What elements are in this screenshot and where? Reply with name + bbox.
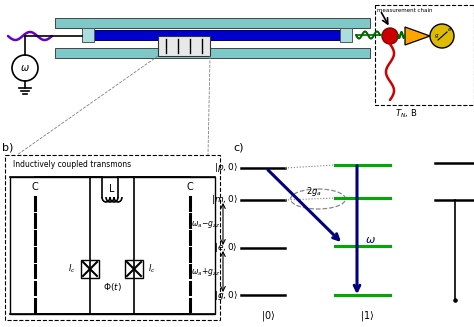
Text: $\omega_a\!+\!g_{zz}$: $\omega_a\!+\!g_{zz}$ (191, 266, 220, 278)
Text: C: C (187, 182, 193, 192)
Bar (55, 48, 370, 58)
Text: $|0\rangle$: $|0\rangle$ (261, 309, 275, 323)
Bar (88, 30, 345, 40)
Bar (158, 36, 210, 56)
Bar (82, 28, 94, 42)
Text: Inductively coupled transmons: Inductively coupled transmons (13, 160, 131, 169)
Bar (5, 155, 220, 320)
Text: g: g (435, 33, 439, 38)
Text: L: L (109, 184, 115, 194)
Text: $\omega_a\!-\!g_{zz}$: $\omega_a\!-\!g_{zz}$ (191, 218, 220, 230)
Text: $|g,0\rangle$: $|g,0\rangle$ (214, 288, 238, 301)
Text: $|1\rangle$: $|1\rangle$ (360, 309, 375, 323)
Text: $2g_a$: $2g_a$ (306, 184, 322, 198)
Bar (340, 28, 352, 42)
Circle shape (430, 24, 454, 48)
Text: $|e,0\rangle$: $|e,0\rangle$ (214, 242, 238, 254)
Text: $T_N$, B: $T_N$, B (395, 108, 417, 121)
Text: $\omega$: $\omega$ (365, 235, 376, 245)
Text: $I_c$: $I_c$ (68, 263, 76, 275)
Text: e: e (447, 27, 451, 32)
Bar (55, 18, 370, 28)
Text: $I_c$: $I_c$ (148, 263, 155, 275)
Text: c): c) (233, 142, 244, 152)
Text: $|m,0\rangle$: $|m,0\rangle$ (211, 194, 238, 206)
Text: $\omega$: $\omega$ (20, 63, 30, 73)
Polygon shape (405, 27, 430, 45)
Text: measurement chain: measurement chain (377, 8, 432, 13)
Bar (375, 5, 474, 105)
Text: C: C (32, 182, 38, 192)
Text: $\Phi(t)$: $\Phi(t)$ (102, 281, 121, 293)
Text: $|p,0\rangle$: $|p,0\rangle$ (214, 162, 238, 175)
Bar (125, 260, 143, 278)
Bar (10, 177, 215, 314)
Text: b): b) (2, 142, 13, 152)
Bar (81, 260, 99, 278)
Circle shape (382, 28, 398, 44)
